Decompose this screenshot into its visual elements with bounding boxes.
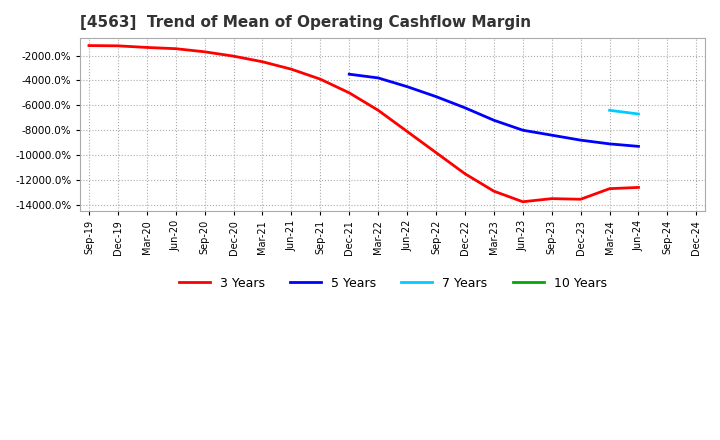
3 Years xyxy=(345,90,354,95)
5 Years xyxy=(606,141,614,147)
3 Years xyxy=(461,171,469,176)
3 Years xyxy=(576,197,585,202)
3 Years xyxy=(229,54,238,59)
3 Years xyxy=(316,77,325,82)
5 Years xyxy=(518,128,527,133)
5 Years xyxy=(345,72,354,77)
3 Years xyxy=(143,45,151,50)
3 Years xyxy=(258,59,267,64)
7 Years xyxy=(606,108,614,113)
5 Years xyxy=(634,144,643,149)
3 Years xyxy=(606,186,614,191)
Line: 7 Years: 7 Years xyxy=(610,110,639,114)
Line: 3 Years: 3 Years xyxy=(89,46,639,202)
5 Years xyxy=(547,132,556,138)
3 Years xyxy=(518,199,527,205)
5 Years xyxy=(461,105,469,110)
Legend: 3 Years, 5 Years, 7 Years, 10 Years: 3 Years, 5 Years, 7 Years, 10 Years xyxy=(174,272,612,295)
5 Years xyxy=(374,75,382,81)
Line: 5 Years: 5 Years xyxy=(349,74,639,147)
3 Years xyxy=(171,46,180,51)
3 Years xyxy=(85,43,94,48)
3 Years xyxy=(402,129,411,134)
3 Years xyxy=(490,188,498,194)
Text: [4563]  Trend of Mean of Operating Cashflow Margin: [4563] Trend of Mean of Operating Cashfl… xyxy=(80,15,531,30)
5 Years xyxy=(490,117,498,123)
5 Years xyxy=(576,138,585,143)
3 Years xyxy=(374,108,382,113)
5 Years xyxy=(402,84,411,89)
3 Years xyxy=(114,43,122,48)
3 Years xyxy=(200,49,209,55)
3 Years xyxy=(634,185,643,190)
3 Years xyxy=(432,150,441,155)
3 Years xyxy=(287,66,296,72)
5 Years xyxy=(432,94,441,99)
7 Years xyxy=(634,111,643,117)
3 Years xyxy=(547,196,556,201)
